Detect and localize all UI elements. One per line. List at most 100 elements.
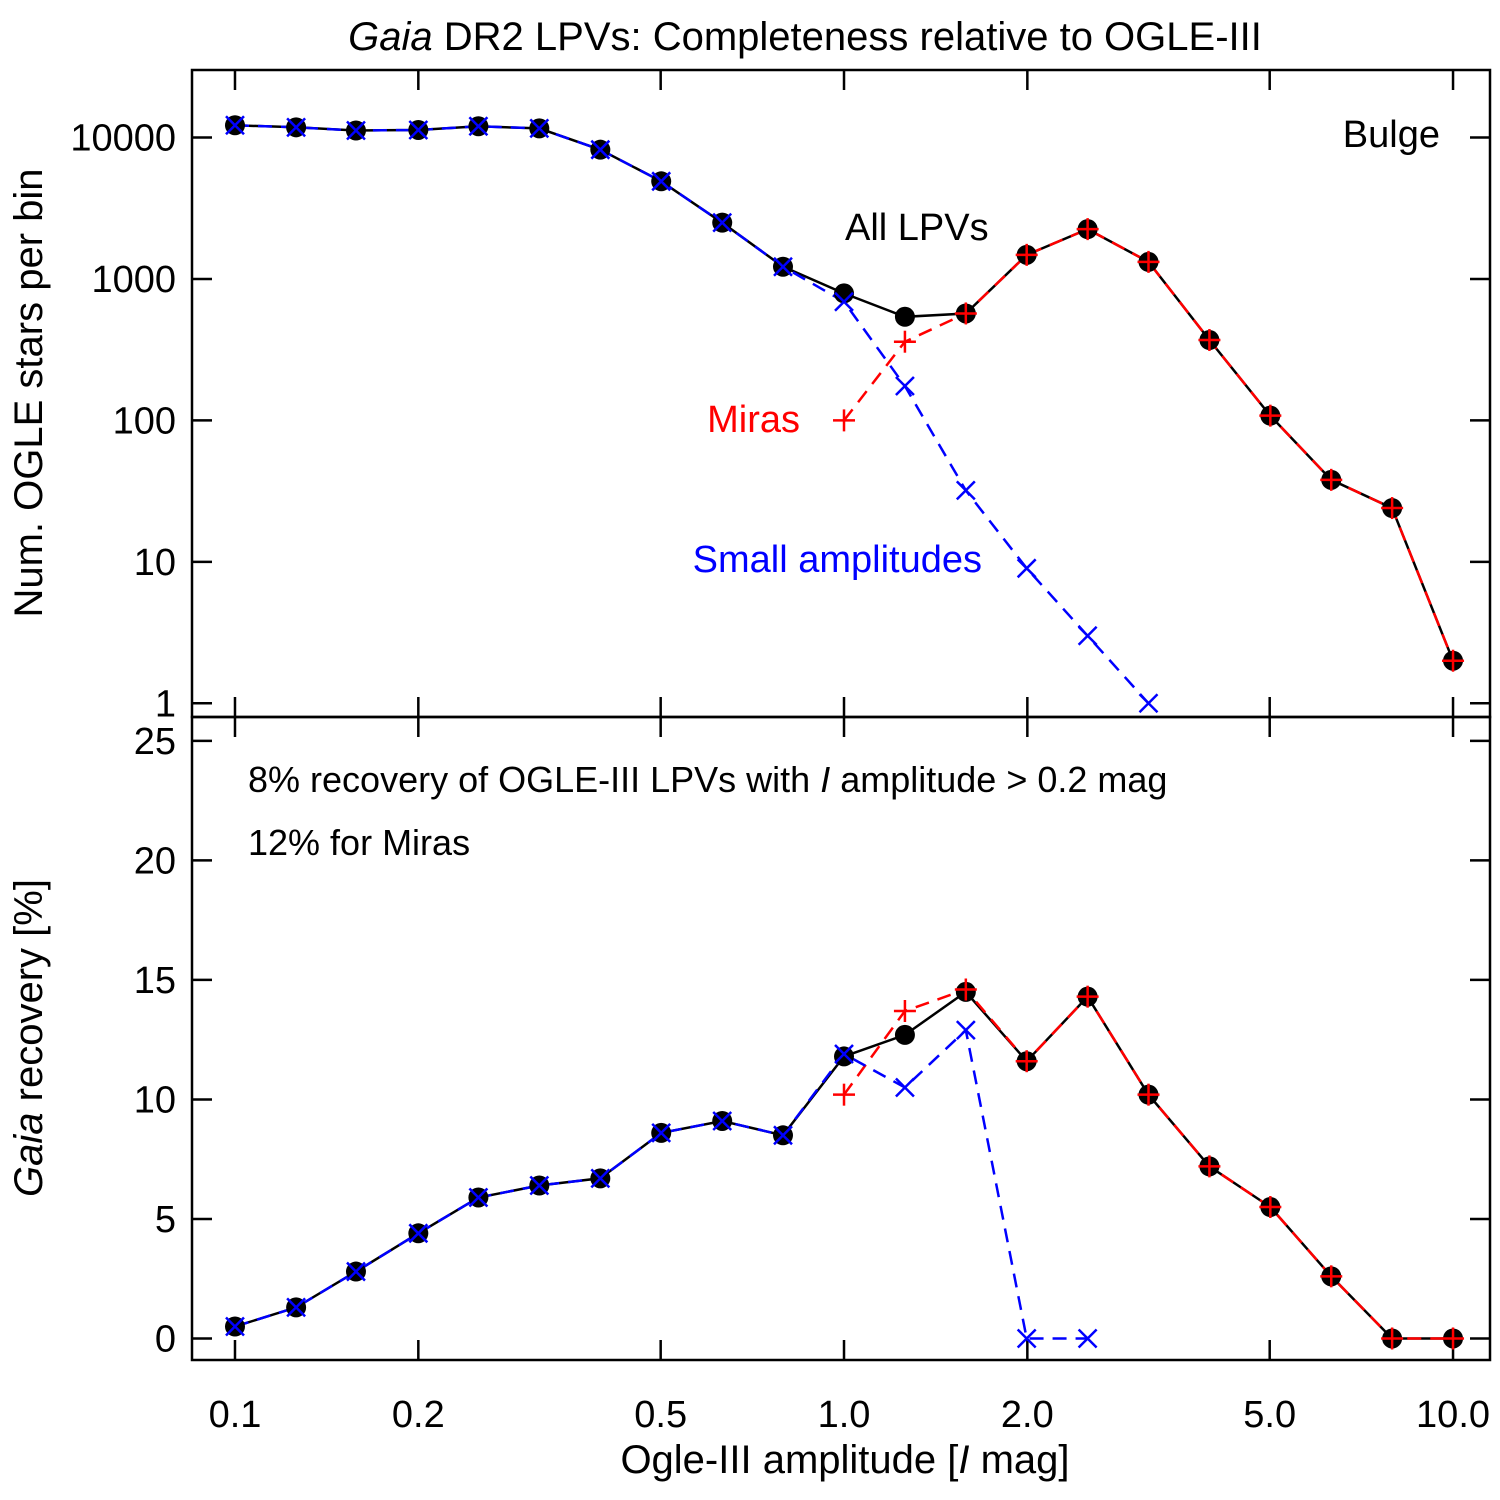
- point-top-miras: [1198, 329, 1221, 352]
- point-bottom-small-amplitudes: [1077, 1328, 1098, 1349]
- series-line-bottom-all-lpvs: [234, 990, 1453, 1340]
- point-top-miras: [1381, 497, 1404, 520]
- x-axis-title-before: Ogle-III amplitude [: [620, 1438, 958, 1482]
- point-top-small-amplitudes: [895, 376, 915, 396]
- point-top-small-amplitudes: [590, 139, 611, 160]
- ticks-layer: [192, 70, 1490, 1360]
- point-bottom-miras: [1076, 985, 1099, 1008]
- point-top-small-amplitudes: [651, 171, 672, 192]
- recovery-note-italic: I: [820, 759, 830, 800]
- point-top-all-lpvs: [894, 306, 915, 327]
- point-bottom-small-amplitudes: [834, 1044, 854, 1064]
- bottom-panel-frame: [190, 715, 1492, 1362]
- label-all-lpvs: All LPVs: [845, 207, 989, 249]
- x-tick-label: 1.0: [818, 1394, 871, 1436]
- bottom-y-axis-title: Gaia recovery [%]: [7, 879, 51, 1197]
- point-bottom-miras: [833, 1083, 856, 1106]
- point-top-miras: [1320, 468, 1343, 491]
- point-top-miras: [1442, 649, 1465, 672]
- point-top-miras: [893, 330, 916, 353]
- point-top-miras: [1076, 218, 1099, 241]
- point-bottom-small-amplitudes: [529, 1175, 550, 1196]
- point-bottom-miras: [893, 1000, 916, 1023]
- point-top-small-amplitudes: [468, 116, 489, 137]
- point-top-small-amplitudes: [834, 291, 854, 312]
- chart-title-rest: DR2 LPVs: Completeness relative to OGLE-…: [433, 15, 1262, 59]
- point-top-small-amplitudes: [712, 212, 733, 233]
- y-tick-label-top: 1000: [91, 259, 176, 301]
- y-tick-label-bottom: 5: [155, 1199, 176, 1241]
- chart-title: Gaia DR2 LPVs: Completeness relative to …: [348, 15, 1262, 59]
- series-line-bottom-small-amplitudes: [234, 1027, 1088, 1340]
- top-panel-frame: [190, 68, 1492, 719]
- point-top-small-amplitudes: [346, 120, 366, 141]
- series-line-bottom-miras: [842, 988, 1453, 1340]
- miras-note: 12% for Miras: [248, 822, 470, 863]
- point-bottom-miras: [954, 978, 977, 1001]
- recovery-note-before: 8% recovery of OGLE-III LPVs with: [248, 759, 820, 800]
- point-bottom-small-amplitudes: [346, 1261, 366, 1282]
- y-tick-label-top: 1: [155, 683, 176, 725]
- recovery-note-after: amplitude > 0.2 mag: [830, 759, 1167, 800]
- point-bottom-small-amplitudes: [286, 1297, 306, 1318]
- point-top-small-amplitudes: [1077, 625, 1098, 646]
- point-bottom-small-amplitudes: [955, 1020, 976, 1041]
- point-top-small-amplitudes: [225, 115, 245, 136]
- point-top-small-amplitudes: [1016, 558, 1037, 579]
- y-tick-label-bottom: 15: [134, 960, 176, 1002]
- point-top-small-amplitudes: [955, 480, 976, 501]
- y-tick-label-top: 10: [134, 542, 176, 584]
- y-tick-label-top: 10000: [70, 117, 176, 159]
- point-top-small-amplitudes: [408, 120, 429, 140]
- x-axis-title: Ogle-III amplitude [I mag]: [620, 1438, 1069, 1482]
- point-bottom-small-amplitudes: [895, 1077, 915, 1098]
- label-small-amplitudes: Small amplitudes: [693, 539, 982, 581]
- point-top-miras: [954, 302, 977, 325]
- point-bottom-small-amplitudes: [651, 1123, 672, 1143]
- x-axis-title-after: mag]: [970, 1438, 1070, 1482]
- point-bottom-miras: [1381, 1327, 1404, 1350]
- series-line-top-miras: [843, 227, 1455, 662]
- point-bottom-miras: [1198, 1155, 1221, 1178]
- point-bottom-all-lpvs: [894, 1024, 915, 1045]
- point-top-miras: [1015, 243, 1038, 266]
- point-bottom-small-amplitudes: [408, 1223, 429, 1244]
- point-top-miras: [1137, 250, 1160, 273]
- x-tick-label: 0.1: [209, 1394, 262, 1436]
- tick-labels-layer: 0.1 0.2 0.5 1.0 2.0 5.0 10.0 1 10 100 1000 10000 0 5 1…: [70, 117, 1490, 1436]
- point-bottom-miras: [1320, 1265, 1343, 1288]
- x-tick-label: 0.2: [392, 1394, 445, 1436]
- series-layer: [224, 115, 1465, 1350]
- point-top-miras: [833, 409, 856, 432]
- point-bottom-all-lpvs: [834, 1046, 855, 1067]
- point-bottom-small-amplitudes: [590, 1168, 611, 1189]
- bottom-y-axis-title-rest: recovery [%]: [7, 879, 51, 1112]
- x-tick-label: 10.0: [1416, 1394, 1490, 1436]
- point-top-small-amplitudes: [529, 118, 550, 139]
- point-top-small-amplitudes: [286, 117, 306, 138]
- x-axis-title-italic: I: [958, 1438, 969, 1482]
- y-tick-label-bottom: 20: [134, 840, 176, 882]
- y-tick-label-top: 100: [113, 400, 176, 442]
- point-bottom-miras: [1137, 1083, 1160, 1106]
- point-bottom-small-amplitudes: [225, 1316, 245, 1337]
- label-miras: Miras: [707, 399, 800, 441]
- y-tick-label-bottom: 0: [155, 1318, 176, 1360]
- point-top-miras: [1259, 404, 1282, 427]
- chart-title-gaia: Gaia: [348, 15, 433, 59]
- x-tick-label: 5.0: [1243, 1394, 1296, 1436]
- point-bottom-small-amplitudes: [712, 1111, 733, 1131]
- point-bottom-miras: [1015, 1050, 1038, 1073]
- series-line-top-small-amplitudes: [234, 124, 1150, 705]
- region-label-bulge: Bulge: [1343, 114, 1440, 156]
- bottom-y-axis-title-gaia: Gaia: [7, 1112, 51, 1197]
- recovery-note: 8% recovery of OGLE-III LPVs with I ampl…: [248, 759, 1167, 800]
- top-y-axis-title: Num. OGLE stars per bin: [7, 168, 51, 617]
- point-top-small-amplitudes: [1138, 693, 1159, 714]
- point-top-small-amplitudes: [773, 256, 793, 277]
- x-tick-label: 2.0: [1001, 1394, 1054, 1436]
- point-bottom-small-amplitudes: [468, 1187, 489, 1208]
- point-bottom-miras: [1442, 1327, 1465, 1350]
- y-tick-label-bottom: 25: [134, 721, 176, 763]
